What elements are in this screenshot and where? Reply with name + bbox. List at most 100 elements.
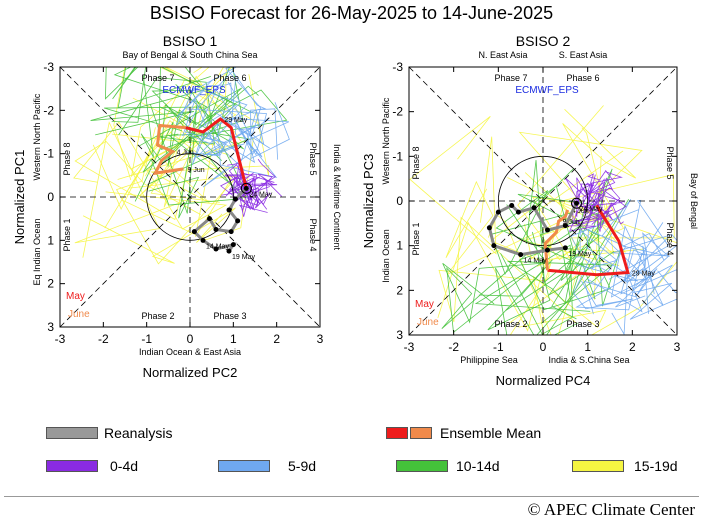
x-tick-label: 1: [584, 340, 591, 354]
y-tick-label: 2: [47, 277, 54, 291]
unit-circle: [146, 153, 234, 241]
reanalysis-date-label: 19 May: [232, 254, 255, 261]
ensemble-member-line: [244, 158, 276, 196]
reanalysis-point: [562, 223, 568, 229]
ensemble-member-line: [202, 120, 257, 188]
ensemble-member-line: [112, 67, 211, 109]
reanalysis-point: [495, 209, 501, 215]
ensemble-member-line: [92, 67, 186, 210]
y-tick-label: -2: [392, 105, 403, 119]
ensemble-member-line: [585, 177, 614, 215]
region-top-right: S. East Asia: [559, 50, 608, 60]
ensemble-member-line: [104, 67, 208, 132]
legend-lead-5-9d-label: 5-9d: [288, 458, 317, 474]
reanalysis-point: [207, 216, 212, 222]
ensemble-member-line: [570, 209, 639, 269]
ensemble-member-line: [224, 174, 258, 201]
ensemble-member-line: [629, 270, 677, 320]
region-left-lower: Indian Ocean: [381, 229, 391, 283]
reanalysis-point: [515, 209, 521, 215]
x-tick-label: 0: [187, 332, 194, 346]
phase-label-2: Phase 2: [141, 311, 174, 321]
ensemble-member-line: [574, 231, 647, 283]
ensemble-member-line: [528, 168, 580, 255]
ensemble-members: [409, 105, 677, 335]
ensemble-member-line: [610, 225, 673, 306]
ensemble-mean-june-line: [152, 123, 186, 176]
legend-lead-15-19d-swatch: [572, 460, 624, 472]
ensemble-member-line: [104, 97, 207, 229]
region-right: India & Maritime Continent: [332, 144, 342, 251]
reanalysis-point: [233, 196, 238, 202]
ensemble-member-line: [82, 207, 236, 264]
ensemble-member-line: [237, 174, 259, 211]
x-tick-label: -2: [98, 332, 109, 346]
phase-label-7: Phase 7: [494, 73, 527, 83]
unit-circle: [497, 155, 589, 247]
reanalysis-point: [228, 229, 234, 235]
ensemble-member-line: [238, 176, 268, 217]
legend-reanalysis-swatch: [46, 427, 98, 439]
ensemble-member-line: [587, 273, 643, 335]
ensemble-member-line: [442, 204, 547, 324]
reanalysis-point: [491, 243, 497, 249]
main-title: BSISO Forecast for 26-May-2025 to 14-Jun…: [149, 3, 554, 23]
phase-label-7: Phase 7: [141, 73, 174, 83]
y-tick-label: -3: [43, 60, 54, 74]
footer-divider: [4, 496, 699, 497]
phase-label-8: Phase 8: [62, 142, 72, 175]
reanalysis-point: [200, 237, 206, 243]
ensemble-member-line: [118, 77, 215, 145]
ensemble-member-line: [74, 121, 184, 258]
y-tick-label: 1: [396, 239, 403, 253]
x-tick-label: 3: [317, 332, 324, 346]
ensemble-member-line: [600, 202, 624, 229]
y-tick-label: 0: [396, 194, 403, 208]
reanalysis-point: [243, 185, 249, 191]
ensemble-mean-may-line: [185, 117, 248, 189]
reanalysis-point: [574, 200, 579, 206]
reanalysis-line: [487, 202, 578, 257]
ensemble-member-line: [90, 67, 205, 139]
ensemble-member-line: [183, 67, 262, 137]
region-bottom-left: Philippine Sea: [460, 355, 518, 365]
phase-diagonal: [408, 66, 678, 336]
reanalysis-date-label: 24 May: [580, 206, 603, 213]
phase-label-6: Phase 6: [566, 73, 599, 83]
ensemble-member-line: [243, 173, 283, 206]
ensemble-member-line: [612, 234, 677, 287]
legend-ensemble-label: Ensemble Mean: [440, 425, 542, 441]
ensemble-member-line: [151, 89, 229, 161]
y-tick-label: 1: [47, 233, 54, 247]
ensemble-member-line: [150, 74, 270, 204]
region-top-left: N. East Asia: [478, 50, 527, 60]
ensemble-member-line: [445, 180, 570, 275]
y-tick-label: 3: [396, 328, 403, 342]
region-top: Bay of Bengal & South China Sea: [122, 50, 257, 60]
reanalysis-date-label: 14 May: [206, 243, 229, 250]
credit-text: © APEC Climate Center: [527, 500, 695, 519]
ensemble-member-line: [586, 169, 616, 196]
ensemble-member-line: [175, 87, 248, 158]
month-label-june: June: [417, 317, 439, 328]
legend-lead-15-19d-label: 15-19d: [634, 458, 678, 474]
y-tick-label: 0: [47, 190, 54, 204]
region-right: Bay of Bengal: [689, 173, 699, 229]
ensemble-member-line: [608, 199, 669, 282]
phase-diagonal: [408, 66, 678, 336]
y-axis-label: Normalized PC1: [12, 150, 27, 245]
ensemble-member-line: [582, 190, 627, 220]
ensemble-member-line: [573, 259, 634, 310]
ensemble-member-line: [517, 105, 609, 261]
phase-label-5: Phase 5: [665, 146, 675, 179]
phase-label-2: Phase 2: [494, 319, 527, 329]
ensemble-member-line: [490, 190, 589, 276]
y-tick-label: -3: [392, 60, 403, 74]
ensemble-member-line: [582, 181, 606, 215]
ensemble-member-line: [160, 67, 255, 142]
phase-label-4: Phase 4: [665, 222, 675, 255]
phase-label-6: Phase 6: [213, 73, 246, 83]
phase-label-3: Phase 3: [566, 319, 599, 329]
